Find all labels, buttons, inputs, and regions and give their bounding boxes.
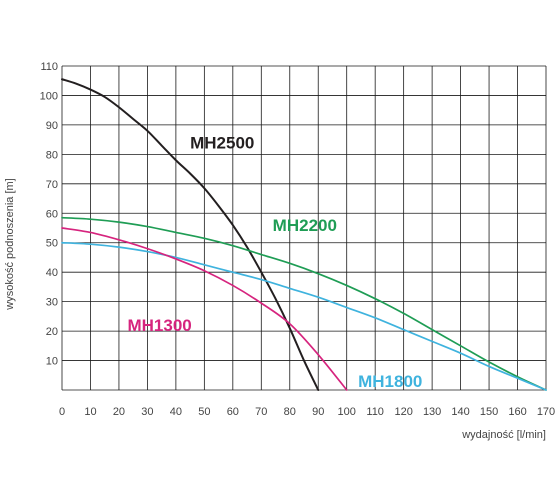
series-line-mh2500 — [61, 78, 320, 391]
series-line-mh1300 — [61, 227, 348, 391]
y-tick-label-10: 110 — [40, 61, 58, 73]
series-line-mh1800 — [61, 241, 547, 391]
y-axis-ticks: 10 20 30 40 50 60 70 80 90 100 110 — [40, 61, 58, 368]
y-axis-label: wysokość podnoszenia [m] — [4, 178, 16, 310]
y-tick-label-2: 30 — [46, 297, 58, 309]
y-tick-label-6: 70 — [46, 179, 58, 191]
y-tick-label-0: 10 — [46, 356, 58, 368]
x-tick-label-7: 70 — [255, 406, 267, 418]
x-tick-label-11: 110 — [366, 406, 384, 418]
x-tick-label-14: 140 — [451, 406, 469, 418]
series-label-mh2500: MH2500 — [190, 133, 254, 152]
x-tick-label-0: 0 — [59, 406, 65, 418]
chart-curves — [61, 78, 547, 391]
x-tick-label-5: 50 — [198, 406, 210, 418]
y-tick-label-8: 90 — [46, 120, 58, 132]
x-tick-label-6: 60 — [227, 406, 239, 418]
x-tick-label-1: 10 — [84, 406, 96, 418]
series-label-mh2200: MH2200 — [273, 216, 337, 235]
x-tick-label-16: 160 — [508, 406, 526, 418]
x-tick-label-10: 100 — [338, 406, 356, 418]
x-axis-label: wydajność [l/min] — [461, 429, 546, 441]
series-label-mh1300: MH1300 — [127, 316, 191, 335]
series-line-mh2200 — [61, 216, 547, 391]
x-tick-label-13: 130 — [423, 406, 441, 418]
series-labels: MH2500 MH2200 MH1300 MH1800 — [127, 133, 422, 391]
y-tick-label-9: 100 — [40, 90, 58, 102]
y-tick-label-7: 80 — [46, 149, 58, 161]
x-axis-ticks: 0 10 20 30 40 50 60 70 80 90 100 110 120 130 140 150 160… — [59, 406, 555, 418]
chart-grid — [61, 65, 547, 391]
series-label-mh1800: MH1800 — [358, 372, 422, 391]
x-tick-label-4: 40 — [170, 406, 182, 418]
y-tick-label-4: 50 — [46, 238, 58, 250]
x-tick-label-15: 150 — [480, 406, 498, 418]
x-tick-label-2: 20 — [113, 406, 125, 418]
y-tick-label-1: 20 — [46, 326, 58, 338]
x-tick-label-3: 30 — [141, 406, 153, 418]
x-tick-label-12: 120 — [394, 406, 412, 418]
x-tick-label-9: 90 — [312, 406, 324, 418]
x-tick-label-17: 170 — [537, 406, 555, 418]
x-tick-label-8: 80 — [284, 406, 296, 418]
y-tick-label-5: 60 — [46, 208, 58, 220]
y-tick-label-3: 40 — [46, 267, 58, 279]
